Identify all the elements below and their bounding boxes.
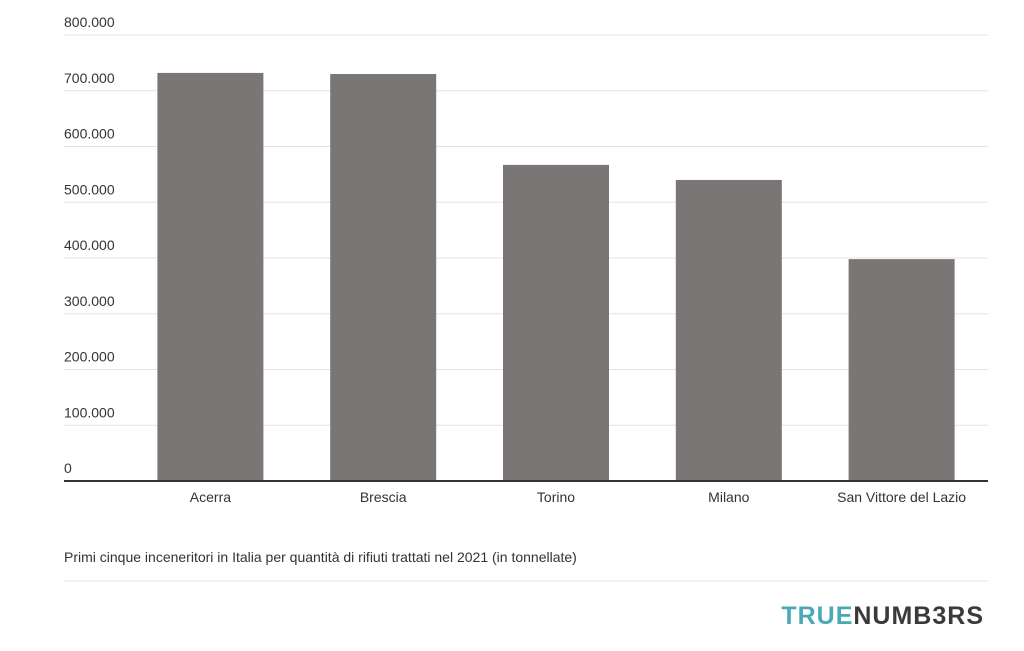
logo-first: TRUE	[781, 602, 853, 630]
y-tick-label: 0	[64, 460, 72, 476]
bar	[848, 259, 955, 481]
y-tick-label: 800.000	[64, 14, 115, 30]
x-tick-label: Torino	[537, 489, 575, 505]
y-tick-label: 700.000	[64, 70, 115, 86]
x-tick-label: Acerra	[190, 489, 231, 505]
x-tick-label: Brescia	[360, 489, 407, 505]
bar	[675, 179, 782, 481]
x-tick-label: Milano	[708, 489, 749, 505]
y-tick-label: 300.000	[64, 293, 115, 309]
bar	[503, 164, 609, 481]
y-tick-label: 200.000	[64, 349, 115, 365]
logo: TRUENUMB3RS	[781, 602, 984, 630]
chart-caption: Primi cinque inceneritori in Italia per …	[64, 549, 577, 565]
bar	[330, 74, 437, 482]
logo-second: NUMB3RS	[853, 602, 984, 630]
y-tick-label: 400.000	[64, 237, 115, 253]
y-tick-label: 100.000	[64, 404, 115, 420]
bar	[157, 72, 264, 481]
y-tick-label: 500.000	[64, 181, 115, 197]
x-tick-label: San Vittore del Lazio	[837, 489, 966, 505]
y-tick-label: 600.000	[64, 126, 115, 142]
